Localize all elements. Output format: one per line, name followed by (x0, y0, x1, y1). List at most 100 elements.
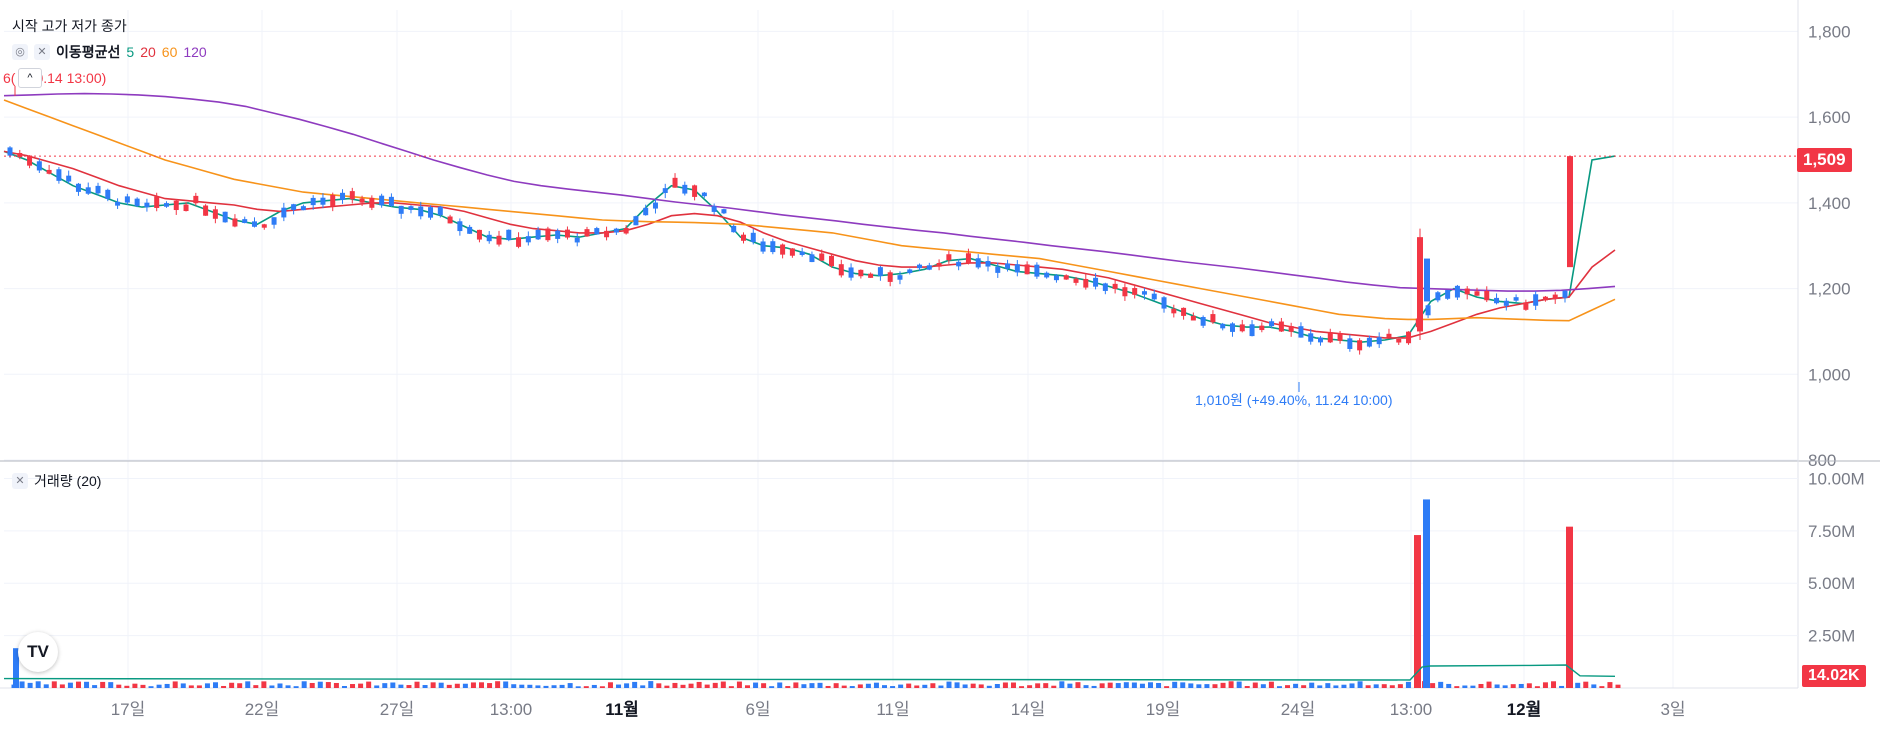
volume-bar (1341, 684, 1347, 688)
volume-bar (1349, 683, 1355, 688)
close-icon[interactable]: ✕ (34, 44, 50, 60)
candle-body (662, 188, 668, 194)
volume-bar (325, 682, 331, 688)
candle-body (1132, 288, 1138, 295)
volume-bar (92, 685, 98, 688)
volume-bar (898, 684, 904, 688)
candle-body (242, 219, 248, 224)
close-icon[interactable]: ✕ (12, 473, 28, 489)
volume-bar (624, 683, 630, 688)
chevron-up-icon[interactable]: ^ (18, 68, 42, 88)
tradingview-logo[interactable]: TV (18, 632, 58, 672)
candle-body (1503, 300, 1509, 306)
candle-body (1034, 264, 1040, 277)
volume-bar (1285, 685, 1291, 688)
time-tick-label: 6일 (745, 700, 770, 719)
candle-body (1396, 338, 1402, 343)
candle-body (1190, 315, 1196, 321)
candle-body (1112, 283, 1118, 289)
candle-body (1102, 283, 1108, 291)
volume-bar (607, 682, 613, 688)
candle-body (555, 230, 561, 239)
candle-body (897, 275, 903, 280)
volume-bar (632, 681, 638, 688)
volume-tick-label: 7.50M (1808, 522, 1855, 541)
volume-bar (761, 683, 767, 688)
candle-body (398, 205, 404, 214)
candle-body (965, 253, 971, 264)
volume-bar (438, 682, 444, 688)
candle-body (623, 227, 629, 234)
volume-bar (156, 684, 162, 688)
candle-body (682, 184, 688, 194)
volume-bar (1397, 684, 1403, 688)
price-tick-label: 1,600 (1808, 108, 1851, 127)
volume-bar (841, 685, 847, 688)
volume-bar (736, 681, 742, 688)
candle-body (1288, 326, 1294, 332)
volume-bar (656, 683, 662, 688)
candle-body (995, 266, 1001, 273)
candle-body (75, 183, 81, 192)
volume-bar (229, 682, 235, 688)
candle-body (1044, 272, 1050, 278)
volume-bar (744, 685, 750, 688)
candle-body (320, 197, 326, 205)
candle-body (564, 229, 570, 238)
candle-body (1171, 308, 1177, 314)
volume-bar (825, 685, 831, 688)
candle-body (711, 206, 717, 212)
volume-bar (84, 681, 90, 688)
candle-body (115, 201, 121, 206)
candle-body (359, 198, 365, 203)
time-tick-label: 11일 (876, 700, 909, 719)
candle-body (1562, 290, 1568, 298)
candle-body (643, 207, 649, 216)
volume-bar (1131, 682, 1137, 688)
volume-bar (511, 684, 517, 688)
price-tick-label: 1,200 (1808, 280, 1851, 299)
candle-body (613, 228, 619, 233)
candle-body (1298, 326, 1304, 338)
candle-body (428, 207, 434, 218)
volume-bar (164, 683, 170, 688)
candle-body (1464, 288, 1470, 295)
volume-bar (688, 683, 694, 688)
volume-bar (140, 684, 146, 688)
volume-bar (1236, 681, 1242, 688)
volume-bar-spike (1566, 526, 1573, 688)
candle-body (437, 206, 443, 216)
candle-body (652, 202, 658, 209)
candle-body (829, 255, 835, 267)
volume-bar (809, 683, 815, 688)
volume-bar (583, 686, 589, 688)
volume-bar (551, 685, 557, 688)
eye-icon[interactable]: ◎ (12, 44, 28, 60)
candle-body (1386, 333, 1392, 338)
candle-body (1513, 297, 1519, 301)
candle-body (1542, 296, 1548, 301)
candle-body (633, 216, 639, 226)
time-tick-label: 27일 (380, 700, 415, 719)
volume-bar (1405, 681, 1411, 688)
candle-body (408, 206, 414, 210)
time-tick-label: 3일 (1660, 700, 1685, 719)
volume-bar (1599, 686, 1605, 688)
volume-bar (1228, 681, 1234, 688)
volume-bar (1470, 685, 1476, 688)
volume-bar (1075, 682, 1081, 688)
candle-body (496, 235, 502, 245)
volume-bar (398, 684, 404, 688)
candle-body (330, 194, 336, 207)
volume-bar (414, 681, 420, 688)
high-suffix: 0.14 13:00) (35, 70, 107, 86)
volume-tick-label: 5.00M (1808, 574, 1855, 593)
candle-body (203, 205, 209, 216)
volume-bar (1583, 681, 1589, 688)
candle-body (1161, 297, 1167, 309)
time-tick-label: 12월 (1507, 700, 1542, 719)
volume-bar (188, 685, 194, 688)
candle-body (584, 229, 590, 237)
